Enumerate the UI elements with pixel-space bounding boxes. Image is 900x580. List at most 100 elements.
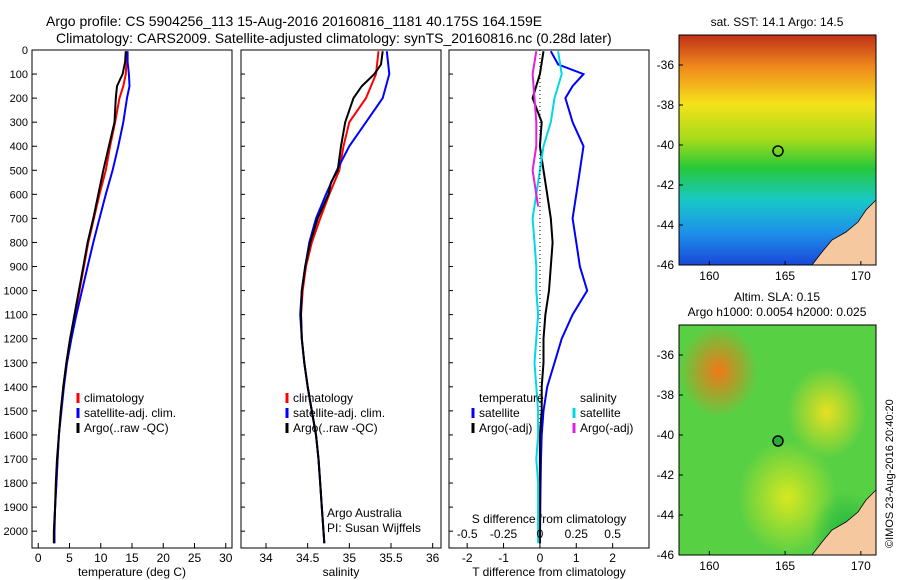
temperature-ytick-label: 500: [10, 165, 28, 177]
temperature-xtick-label: 20: [157, 551, 171, 565]
temperature-ytick-label: 300: [10, 117, 28, 129]
difference-series-satellite: [538, 50, 589, 544]
temperature-ytick-label: 1400: [4, 382, 28, 394]
temperature-ytick-label: 1500: [4, 406, 28, 418]
sst-map-ytick-label: -46: [657, 258, 675, 272]
difference-s-tick-label: -0.5: [457, 527, 478, 541]
sla-map-xtick-label: 170: [851, 559, 871, 573]
difference-s-tick-label: -0.25: [490, 527, 518, 541]
salinity-xtick-label: 36: [426, 551, 440, 565]
sst-map-panel: sat. SST: 14.1 Argo: 14.5 160 165 170 -36 -3…: [657, 15, 877, 283]
sla-map-xtick-label: 165: [775, 559, 795, 573]
temperature-legend-label: satellite-adj. clim.: [84, 406, 176, 420]
temperature-xtick-label: 25: [188, 551, 202, 565]
temperature-panel: 0 5 10 15 20 25 300100200300400500600700800900…: [4, 45, 233, 579]
sla-map-xtick-label: 160: [699, 559, 719, 573]
figure-title-line1: Argo profile: CS 5904256_113 15-Aug-2016…: [46, 13, 542, 29]
difference-s-tick-label: 0.5: [604, 527, 621, 541]
difference-xtick-label: 1: [573, 551, 580, 565]
sla-map-ytick-label: -36: [657, 348, 675, 362]
difference-s-xlabel: S difference from climatology: [472, 512, 627, 526]
sla-map-ytick-label: -46: [657, 548, 675, 562]
salinity-series-argo---raw--qc-: [299, 51, 384, 544]
temperature-legend-label: Argo(..raw -QC): [84, 421, 169, 435]
difference-xtick-label: 0: [537, 551, 544, 565]
sla-map-ytick-label: -38: [657, 388, 675, 402]
difference-series-argo--adj-: [531, 51, 540, 207]
salinity-legend-label: Argo(..raw -QC): [293, 421, 378, 435]
sst-map-ytick-label: -42: [657, 178, 675, 192]
temperature-xtick-label: 15: [125, 551, 139, 565]
difference-legend-label: Argo(-adj): [580, 421, 633, 435]
difference-legend-label: Argo(-adj): [479, 421, 532, 435]
sla-title-line1: Altim. SLA: 0.15: [734, 290, 820, 304]
difference-xtick-label: -1: [498, 551, 509, 565]
sst-map-axes: 160 165 170 -36 -38 -40 -42 -44 -46: [657, 58, 872, 283]
difference-series-satellite: [531, 51, 563, 544]
salinity-xtick-label: 34: [259, 551, 273, 565]
salinity-xtick-label: 35.5: [379, 551, 403, 565]
temperature-legend-label: climatology: [84, 391, 144, 405]
temperature-ytick-label: 1900: [4, 502, 28, 514]
temperature-ytick-label: 200: [10, 93, 28, 105]
sla-map-ytick-label: -40: [657, 428, 675, 442]
temperature-series-argo---raw--qc-: [52, 51, 127, 544]
temperature-series-climatology: [52, 51, 128, 544]
temperature-ytick-label: 1000: [4, 286, 28, 298]
temperature-xtick-label: 5: [66, 551, 73, 565]
difference-xtick-label: 2: [609, 551, 616, 565]
temperature-ytick-label: 900: [10, 262, 28, 274]
salinity-legend-label: satellite-adj. clim.: [293, 406, 385, 420]
temperature-xtick-label: 30: [219, 551, 233, 565]
temperature-ytick-label: 100: [10, 69, 28, 81]
sst-map-title: sat. SST: 14.1 Argo: 14.5: [711, 15, 844, 29]
temperature-xtick-label: 0: [35, 551, 42, 565]
imos-timestamp: ©IMOS 23-Aug-2016 20:40:20: [884, 399, 896, 548]
temperature-ytick-label: 1200: [4, 334, 28, 346]
sla-map-panel: Altim. SLA: 0.15 Argo h1000: 0.0054 h200…: [657, 290, 877, 573]
sla-map-axes: 160 165 170 -36 -38 -40 -42 -44 -46: [657, 348, 872, 573]
sst-map-xtick-label: 165: [775, 269, 795, 283]
sst-field: [679, 35, 876, 265]
figure-title-line2: Climatology: CARS2009. Satellite-adjuste…: [56, 30, 612, 46]
temperature-ytick-label: 0: [22, 45, 28, 57]
difference-legend-label: satellite: [479, 406, 520, 420]
difference-legend-temperature-header: temperature: [479, 391, 544, 405]
sla-argo-marker: [772, 435, 784, 447]
sla-map-ytick-label: -44: [657, 508, 675, 522]
sst-map-xtick-label: 160: [699, 269, 719, 283]
sla-map-frame: [678, 324, 877, 556]
difference-legend-label: satellite: [580, 406, 621, 420]
footer-org: Argo Australia: [327, 506, 402, 520]
salinity-series-climatology: [299, 51, 380, 544]
difference-s-tick-label: 0.25: [565, 527, 589, 541]
temperature-ytick-label: 800: [10, 237, 28, 249]
difference-xtick-label: -2: [462, 551, 473, 565]
salinity-axes-frame: [240, 49, 442, 549]
temperature-ytick-label: 1700: [4, 454, 28, 466]
temperature-ytick-label: 1300: [4, 358, 28, 370]
temperature-series-satellite-adj--clim-: [53, 51, 131, 544]
salinity-xlabel: salinity: [323, 565, 360, 579]
difference-axes-frame: [448, 49, 650, 549]
temperature-axes-frame: [31, 49, 233, 549]
difference-xlabel: T difference from climatology: [472, 565, 626, 579]
temperature-ytick-label: 400: [10, 141, 28, 153]
salinity-xtick-label: 34.5: [296, 551, 320, 565]
difference-s-tick-label: 0: [537, 527, 544, 541]
temperature-xlabel: temperature (deg C): [78, 565, 186, 579]
footer-pi: PI: Susan Wijffels: [327, 521, 421, 535]
temperature-ytick-label: 600: [10, 189, 28, 201]
temperature-ytick-label: 1100: [4, 310, 28, 322]
sst-map-ytick-label: -40: [657, 138, 675, 152]
salinity-panel: 34 34.5 35 35.5 36 salinity climatologysatelli…: [240, 49, 442, 579]
temperature-xtick-label: 10: [94, 551, 108, 565]
sst-map-ytick-label: -44: [657, 218, 675, 232]
sst-map-ytick-label: -38: [657, 98, 675, 112]
sst-map-ytick-label: -36: [657, 58, 675, 72]
temperature-ytick-label: 1800: [4, 478, 28, 490]
difference-legend-salinity-header: salinity: [580, 391, 617, 405]
sla-title-line2: Argo h1000: 0.0054 h2000: 0.025: [688, 305, 867, 319]
sst-map-xtick-label: 170: [851, 269, 871, 283]
